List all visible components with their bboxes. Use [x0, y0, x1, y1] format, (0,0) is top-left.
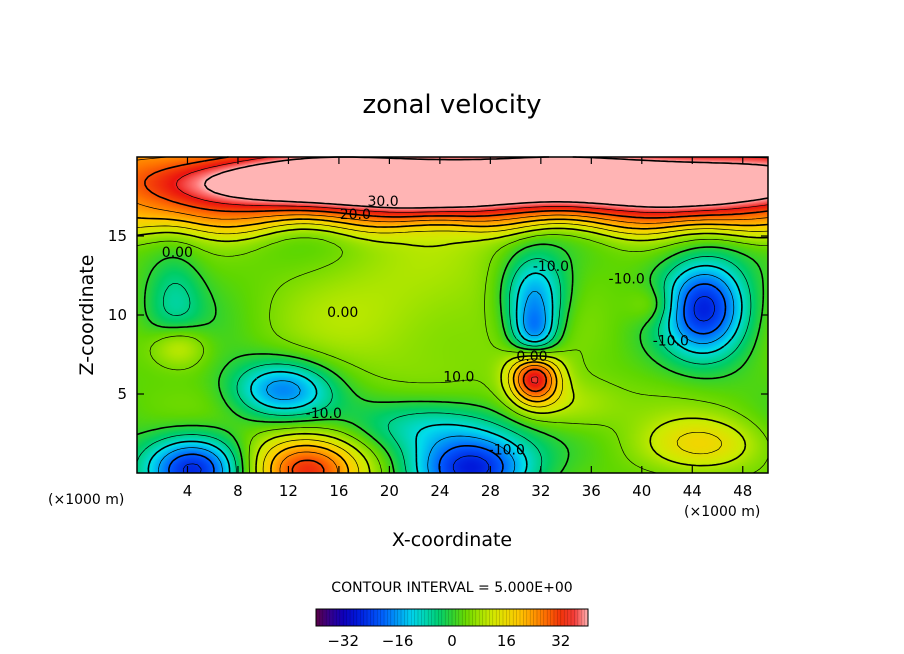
contour-label: 0.00 — [516, 349, 547, 365]
contour-interval-text: CONTOUR INTERVAL = 5.000E+00 — [331, 580, 572, 596]
x-tick-label: 24 — [430, 482, 449, 500]
colorbar-tick-label: 16 — [497, 632, 516, 650]
contour-line — [144, 156, 769, 474]
colorbar-ticks: −32 −16 0 16 32 — [327, 632, 570, 650]
contour-labels: 30.020.0 0.00 -10.0 -10.0 0.00 -10.0 0.00 10.0 -… — [162, 194, 689, 458]
x-tick-label: 8 — [233, 482, 243, 500]
y-tick-label: 10 — [108, 306, 127, 324]
x-tick-label: 12 — [279, 482, 298, 500]
x-tick-label: 32 — [531, 482, 550, 500]
contour-label: -10.0 — [306, 406, 342, 422]
x-tick-label: 44 — [683, 482, 702, 500]
contour-label: -10.0 — [533, 259, 569, 275]
x-tick-label: 20 — [380, 482, 399, 500]
colorbar-tick-label: −16 — [382, 632, 414, 650]
contour-label: 10.0 — [443, 370, 474, 386]
contour-line — [182, 295, 715, 474]
y-tick-label: 5 — [117, 385, 127, 403]
contour-line — [158, 274, 735, 474]
colorbar — [315, 608, 589, 627]
contour-label: 20.0 — [340, 207, 371, 223]
x-unit-left: (×1000 m) — [48, 492, 124, 508]
x-tick-label: 48 — [733, 482, 752, 500]
contour-line — [136, 156, 769, 474]
x-axis-label: X-coordinate — [392, 529, 512, 551]
contour-line — [136, 223, 769, 474]
y-axis-label: Z-coordinate — [76, 255, 98, 376]
x-tick-label: 16 — [329, 482, 348, 500]
colorbar-tick-label: 0 — [447, 632, 457, 650]
contour-label: -10.0 — [653, 333, 689, 349]
contour-line — [136, 234, 769, 474]
contour-line — [136, 256, 752, 474]
contour-line — [136, 227, 769, 474]
contour-line — [175, 156, 769, 384]
chart-title: zonal velocity — [362, 90, 541, 120]
x-tick-label: 28 — [481, 482, 500, 500]
contour-line — [136, 217, 769, 474]
contour-label: 0.00 — [162, 245, 193, 261]
contour-label: 0.00 — [327, 305, 358, 321]
y-tick-label: 15 — [108, 227, 127, 245]
x-axis-ticks: 4 8 12 16 20 24 28 32 36 40 44 48 — [183, 157, 752, 500]
contour-line — [168, 283, 727, 474]
contour-label: 30.0 — [368, 194, 399, 210]
contour-lines — [136, 156, 769, 474]
contour-line — [136, 243, 765, 474]
colorbar-tick-label: −32 — [327, 632, 359, 650]
x-tick-label: 36 — [582, 482, 601, 500]
x-unit-right: (×1000 m) — [684, 504, 760, 520]
y-axis-ticks: 5 10 15 — [108, 227, 768, 403]
colorbar-dividers — [319, 609, 585, 626]
contour-label: -10.0 — [609, 272, 645, 288]
contour-line — [147, 264, 743, 474]
x-tick-label: 4 — [183, 482, 193, 500]
colorbar-tick-label: 32 — [551, 632, 570, 650]
contour-label: -10.0 — [489, 442, 525, 458]
x-tick-label: 40 — [632, 482, 651, 500]
